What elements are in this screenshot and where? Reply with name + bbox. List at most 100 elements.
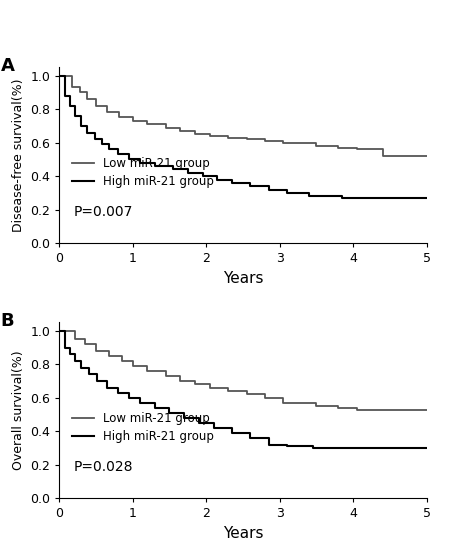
Low miR-21 group	[244, 136, 249, 143]
Line: Low miR-21 group: Low miR-21 group	[59, 76, 427, 156]
Low miR-21 group	[244, 391, 249, 398]
High miR-21 group	[424, 194, 429, 201]
Text: B: B	[0, 312, 14, 330]
High miR-21 group	[210, 424, 216, 431]
Low miR-21 group	[192, 381, 198, 388]
High miR-21 group	[247, 435, 253, 441]
High miR-21 group	[229, 430, 235, 436]
Low miR-21 group	[178, 124, 183, 131]
Low miR-21 group	[192, 377, 198, 384]
High miR-21 group	[126, 389, 132, 396]
Low miR-21 group	[314, 139, 319, 146]
Low miR-21 group	[65, 72, 71, 79]
Low miR-21 group	[130, 358, 136, 365]
Low miR-21 group	[70, 84, 75, 91]
High miR-21 group	[56, 72, 62, 79]
Low miR-21 group	[336, 403, 341, 409]
Low miR-21 group	[336, 143, 341, 150]
Low miR-21 group	[314, 403, 319, 409]
Low miR-21 group	[178, 128, 183, 134]
Line: Low miR-21 group: Low miR-21 group	[59, 331, 427, 409]
Low miR-21 group	[424, 153, 429, 160]
High miR-21 group	[167, 404, 173, 411]
High miR-21 group	[62, 344, 68, 351]
High miR-21 group	[424, 445, 429, 451]
High miR-21 group	[104, 384, 110, 391]
High miR-21 group	[339, 194, 345, 201]
Low miR-21 group	[163, 121, 169, 128]
Low miR-21 group	[73, 336, 78, 343]
Low miR-21 group	[281, 399, 286, 406]
Low miR-21 group	[336, 144, 341, 151]
Low miR-21 group	[226, 388, 231, 394]
Low miR-21 group	[380, 406, 385, 413]
High miR-21 group	[181, 414, 187, 421]
Y-axis label: Overall survival(%): Overall survival(%)	[12, 351, 25, 470]
High miR-21 group	[78, 365, 84, 371]
High miR-21 group	[196, 419, 202, 426]
Low miR-21 group	[354, 406, 360, 413]
Low miR-21 group	[314, 143, 319, 150]
Low miR-21 group	[380, 153, 385, 160]
High miR-21 group	[310, 445, 316, 451]
Low miR-21 group	[262, 136, 268, 143]
High miR-21 group	[266, 441, 272, 448]
Low miR-21 group	[130, 118, 136, 124]
Low miR-21 group	[145, 368, 150, 375]
Low miR-21 group	[244, 388, 249, 394]
High miR-21 group	[104, 377, 110, 384]
High miR-21 group	[78, 358, 84, 365]
High miR-21 group	[365, 445, 371, 451]
High miR-21 group	[115, 384, 121, 391]
High miR-21 group	[137, 394, 143, 401]
Low miR-21 group	[130, 363, 136, 370]
High miR-21 group	[284, 441, 290, 448]
Low miR-21 group	[65, 72, 71, 79]
Low miR-21 group	[106, 348, 112, 354]
Low miR-21 group	[354, 404, 360, 411]
Low miR-21 group	[424, 406, 429, 413]
Low miR-21 group	[65, 328, 71, 334]
High miR-21 group	[137, 399, 143, 406]
Low miR-21 group	[207, 384, 213, 391]
Low miR-21 group	[130, 114, 136, 121]
High miR-21 group	[229, 424, 235, 431]
High miR-21 group	[247, 183, 253, 190]
Line: High miR-21 group: High miR-21 group	[59, 331, 427, 448]
Low miR-21 group	[93, 348, 99, 354]
High miR-21 group	[310, 443, 316, 450]
High miR-21 group	[152, 399, 157, 406]
High miR-21 group	[424, 194, 429, 201]
High miR-21 group	[229, 176, 235, 183]
Low miR-21 group	[56, 72, 62, 79]
Low miR-21 group	[178, 377, 183, 384]
Legend: Low miR-21 group, High miR-21 group: Low miR-21 group, High miR-21 group	[73, 413, 214, 443]
Text: A: A	[0, 57, 14, 74]
Low miR-21 group	[93, 96, 99, 102]
High miR-21 group	[86, 371, 91, 378]
High miR-21 group	[106, 146, 112, 153]
High miR-21 group	[67, 351, 73, 358]
High miR-21 group	[73, 351, 78, 358]
High miR-21 group	[284, 443, 290, 450]
High miR-21 group	[126, 394, 132, 401]
Low miR-21 group	[354, 144, 360, 151]
Legend: Low miR-21 group, High miR-21 group: Low miR-21 group, High miR-21 group	[73, 157, 214, 188]
Low miR-21 group	[119, 358, 125, 365]
Low miR-21 group	[192, 131, 198, 138]
Text: P=0.007: P=0.007	[74, 204, 133, 218]
Low miR-21 group	[145, 121, 150, 128]
High miR-21 group	[95, 377, 100, 384]
Low miR-21 group	[65, 328, 71, 334]
High miR-21 group	[73, 358, 78, 365]
Low miR-21 group	[178, 372, 183, 379]
High miR-21 group	[67, 344, 73, 351]
High miR-21 group	[266, 435, 272, 441]
Low miR-21 group	[82, 341, 88, 348]
High miR-21 group	[115, 389, 121, 396]
High miR-21 group	[167, 409, 173, 416]
High miR-21 group	[106, 141, 112, 148]
Low miR-21 group	[77, 84, 82, 91]
High miR-21 group	[365, 445, 371, 451]
High miR-21 group	[339, 445, 345, 451]
